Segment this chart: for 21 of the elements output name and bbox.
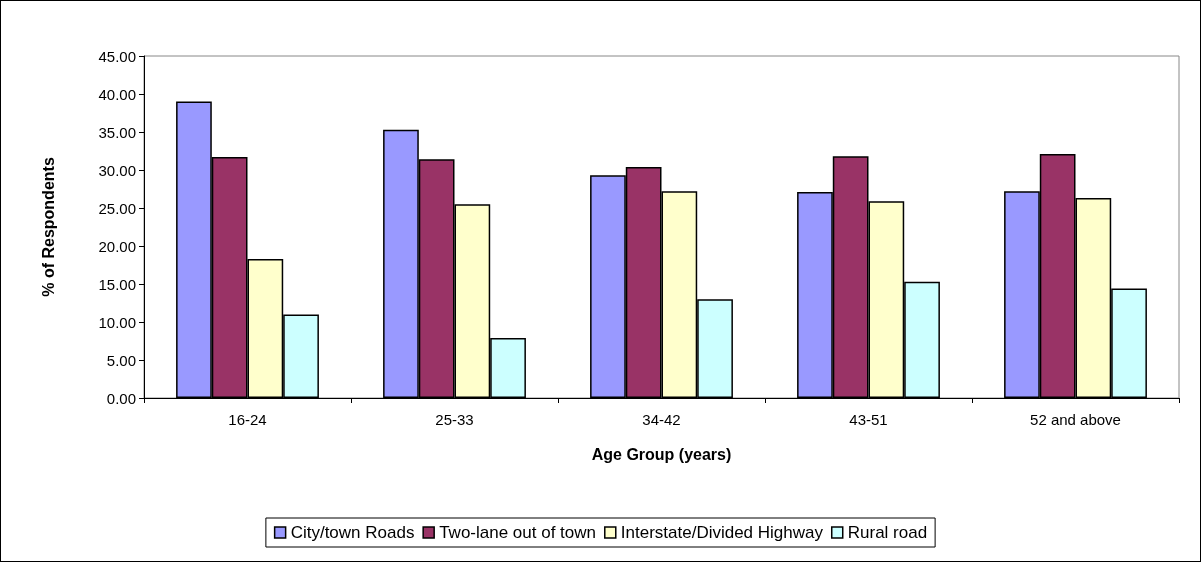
x-axis-title: Age Group (years) — [591, 445, 732, 463]
x-tick-label: 25-33 — [435, 411, 474, 428]
y-tick-label: 45.00 — [98, 47, 136, 65]
y-tick-label: 10.00 — [98, 313, 136, 331]
legend-label: Rural road — [847, 523, 928, 542]
legend-label: City/town Roads — [290, 523, 415, 542]
y-tick-label: 35.00 — [98, 123, 136, 141]
y-tick-label: 0.00 — [106, 389, 136, 407]
y-axis-title: % of Respondents — [39, 157, 57, 297]
y-tick-label: 20.00 — [98, 237, 136, 255]
legend-label: Two-lane out of town — [439, 523, 597, 542]
y-tick-label: 25.00 — [98, 199, 136, 217]
y-tick-label: 5.00 — [106, 351, 136, 369]
x-tick-label: 43-51 — [849, 411, 888, 428]
y-tick-label: 30.00 — [98, 161, 136, 179]
y-tick-label: 15.00 — [98, 275, 136, 293]
x-tick-label: 16-24 — [228, 411, 267, 428]
legend-label: Interstate/Divided Highway — [620, 523, 824, 542]
y-tick-label: 40.00 — [98, 85, 136, 103]
x-tick-label: 34-42 — [642, 411, 681, 428]
x-tick-label: 52 and above — [1030, 411, 1121, 428]
